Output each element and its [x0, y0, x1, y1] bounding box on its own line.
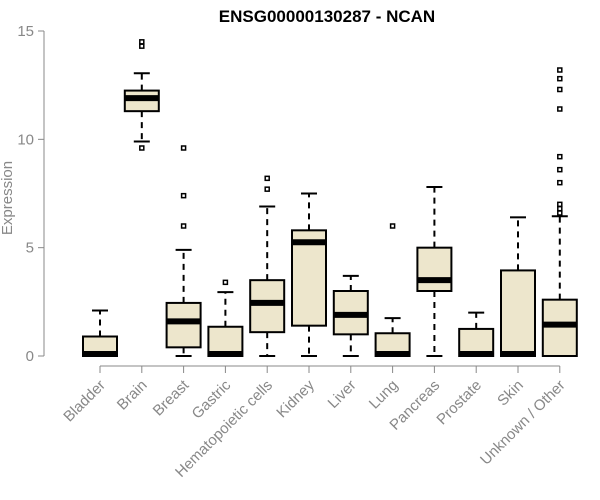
outlier-point [557, 210, 563, 216]
iqr-box [541, 298, 578, 357]
outlier-point [557, 153, 563, 160]
plot-area [82, 39, 578, 357]
iqr-box [291, 229, 327, 327]
y-tick-label: 15 [17, 23, 34, 40]
box-lung [374, 223, 411, 357]
outlier-point [389, 223, 396, 229]
outlier-point [139, 43, 145, 49]
x-tick-label: Lung [366, 377, 402, 413]
x-tick-label: Breast [150, 376, 193, 419]
outlier-point [264, 186, 270, 192]
outlier-point [557, 201, 563, 208]
box-brain [123, 39, 160, 151]
outlier-point [557, 86, 563, 93]
outlier-point [180, 223, 187, 229]
box-pancreas [416, 186, 453, 357]
iqr-box [500, 269, 536, 357]
x-tick-label: Prostate [433, 377, 485, 429]
outlier-point [557, 75, 563, 82]
outlier-point [139, 39, 145, 45]
y-tick-label: 5 [26, 240, 34, 257]
box-hematopoietic-cells [249, 175, 286, 357]
box-bladder [82, 309, 118, 357]
outlier-point [557, 106, 563, 112]
box-breast [165, 145, 202, 357]
box-gastric [207, 279, 244, 357]
outlier-point [180, 145, 187, 151]
y-axis: 0 5 10 15 [17, 23, 45, 365]
outlier-point [180, 192, 187, 199]
y-axis-label: Expression [0, 161, 16, 235]
outlier-point [557, 179, 563, 186]
outlier-point [264, 175, 270, 182]
outlier-point [139, 145, 145, 151]
y-tick-label: 0 [26, 348, 34, 365]
y-tick-label: 10 [17, 131, 34, 148]
iqr-box [416, 246, 453, 293]
box-kidney [291, 192, 327, 357]
outlier-point [557, 205, 563, 212]
x-tick-label: Kidney [273, 376, 318, 421]
x-tick-label: Liver [325, 377, 360, 412]
outlier-point [557, 67, 563, 73]
box-prostate [458, 311, 495, 357]
box-skin [500, 216, 536, 357]
box-liver [332, 274, 369, 357]
iqr-box [165, 301, 202, 349]
x-tick-label: Bladder [60, 377, 109, 426]
chart-title: ENSG00000130287 - NCAN [219, 7, 435, 26]
x-tick-label: Brain [114, 377, 151, 414]
outlier-point [222, 279, 229, 286]
box-unknown-other [541, 67, 578, 357]
x-tick-label: Skin [494, 377, 527, 410]
iqr-box [249, 279, 286, 334]
outlier-point [557, 166, 563, 173]
